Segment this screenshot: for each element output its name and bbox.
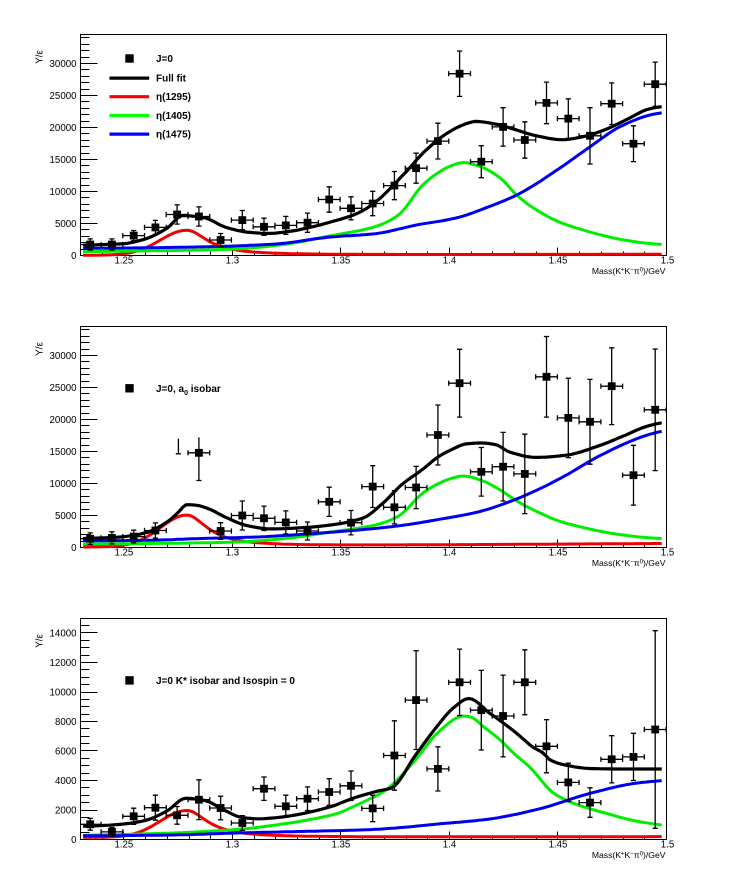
svg-text:1.5: 1.5 — [661, 840, 674, 851]
svg-text:4000: 4000 — [55, 776, 77, 787]
svg-text:1.4: 1.4 — [443, 840, 457, 851]
svg-text:10000: 10000 — [50, 187, 78, 198]
svg-text:6000: 6000 — [55, 746, 77, 757]
svg-text:Mass(K+K−π0)/GeV: Mass(K+K−π0)/GeV — [592, 850, 666, 860]
svg-text:J=0 K* isobar and Isospin = 0: J=0 K* isobar and Isospin = 0 — [156, 676, 295, 687]
svg-text:η(1475): η(1475) — [156, 130, 191, 141]
svg-text:1.3: 1.3 — [226, 256, 239, 267]
svg-text:1.5: 1.5 — [661, 548, 674, 559]
svg-text:5000: 5000 — [55, 219, 77, 230]
svg-text:1.5: 1.5 — [661, 256, 674, 267]
svg-text:1.25: 1.25 — [114, 840, 133, 851]
svg-text:η(1405): η(1405) — [156, 111, 191, 122]
svg-text:25000: 25000 — [50, 91, 78, 102]
svg-text:0: 0 — [71, 835, 77, 846]
svg-text:1.45: 1.45 — [549, 840, 568, 851]
svg-text:20000: 20000 — [50, 415, 78, 426]
svg-text:1.3: 1.3 — [226, 548, 239, 559]
svg-text:8000: 8000 — [55, 717, 77, 728]
svg-text:20000: 20000 — [50, 123, 78, 134]
svg-text:η(1295): η(1295) — [156, 92, 191, 103]
svg-text:Full fit: Full fit — [156, 74, 187, 85]
svg-text:Mass(K+K−π0)/GeV: Mass(K+K−π0)/GeV — [592, 558, 666, 568]
svg-text:Y/ε: Y/ε — [35, 49, 46, 63]
svg-text:1.4: 1.4 — [443, 256, 457, 267]
svg-text:Mass(K+K−π0)/GeV: Mass(K+K−π0)/GeV — [592, 266, 666, 276]
svg-text:1.45: 1.45 — [549, 256, 568, 267]
svg-text:Y/ε: Y/ε — [35, 633, 46, 647]
svg-text:5000: 5000 — [55, 511, 77, 522]
svg-text:2000: 2000 — [55, 805, 77, 816]
svg-text:1.45: 1.45 — [549, 548, 568, 559]
svg-text:30000: 30000 — [50, 59, 78, 70]
svg-text:12000: 12000 — [50, 658, 78, 669]
svg-text:1.3: 1.3 — [226, 840, 239, 851]
svg-text:14000: 14000 — [50, 628, 78, 639]
svg-text:0: 0 — [71, 543, 77, 554]
svg-text:Y/ε: Y/ε — [35, 341, 46, 355]
svg-text:1.35: 1.35 — [331, 840, 350, 851]
svg-text:10000: 10000 — [50, 479, 78, 490]
svg-text:25000: 25000 — [50, 383, 78, 394]
svg-text:10000: 10000 — [50, 687, 78, 698]
svg-text:1.25: 1.25 — [114, 256, 133, 267]
svg-text:J=0, a0 isobar: J=0, a0 isobar — [156, 384, 221, 397]
svg-text:1.25: 1.25 — [114, 548, 133, 559]
svg-text:J=0: J=0 — [156, 54, 173, 65]
svg-text:1.4: 1.4 — [443, 548, 457, 559]
svg-text:0: 0 — [71, 251, 77, 262]
svg-text:1.35: 1.35 — [331, 256, 350, 267]
svg-text:15000: 15000 — [50, 447, 78, 458]
svg-text:30000: 30000 — [50, 351, 78, 362]
svg-text:1.35: 1.35 — [331, 548, 350, 559]
svg-text:15000: 15000 — [50, 155, 78, 166]
